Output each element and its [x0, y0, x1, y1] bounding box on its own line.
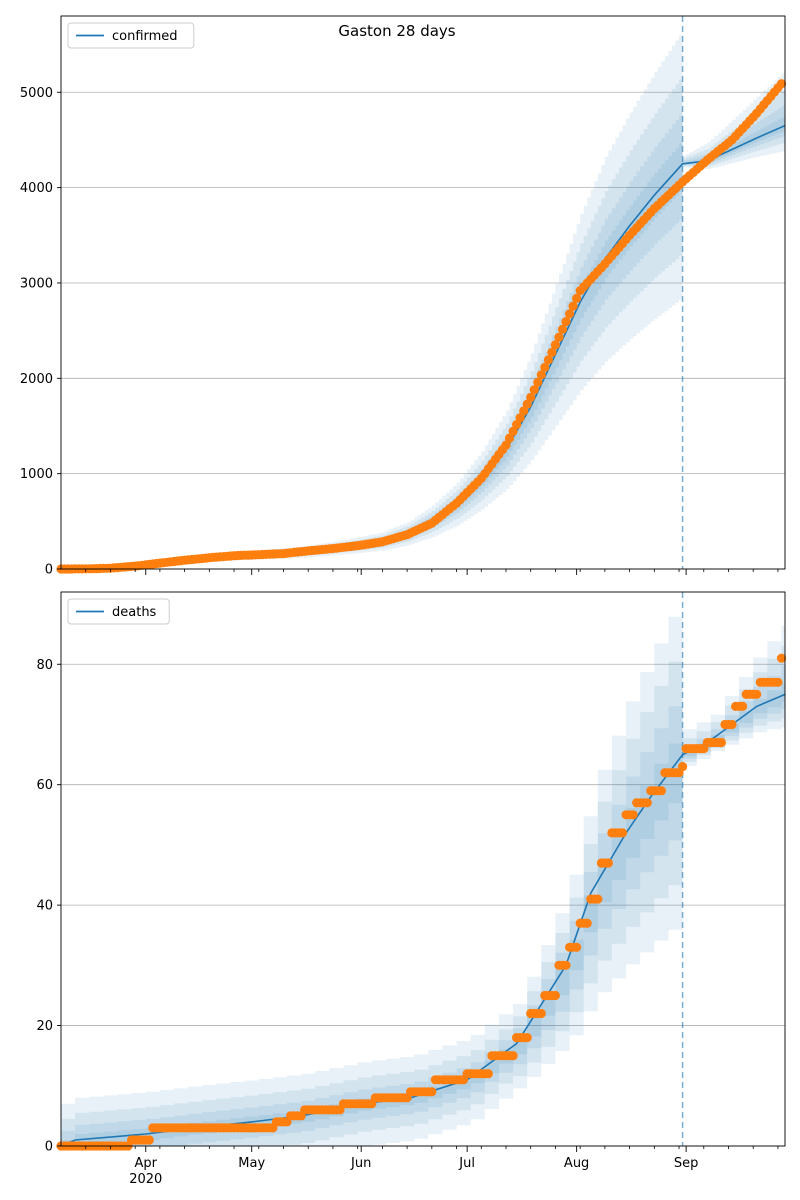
observed-point — [508, 426, 518, 436]
observed-point — [522, 399, 532, 409]
y-tick-label: 5000 — [20, 86, 53, 101]
y-tick-label: 40 — [36, 899, 53, 914]
uncertainty-band — [61, 646, 785, 1146]
legend-box — [67, 22, 195, 49]
observed-point — [572, 293, 582, 303]
observed-points — [56, 653, 787, 1151]
y-tick-label: 0 — [45, 563, 53, 578]
x-tick-label: Sep — [674, 1156, 699, 1171]
observed-point — [572, 942, 582, 952]
observed-point — [776, 79, 787, 89]
observed-point — [540, 362, 550, 372]
y-tick-label: 2000 — [20, 372, 53, 387]
observed-point — [550, 340, 561, 350]
plot-frame — [60, 15, 786, 570]
observed-point — [727, 719, 737, 730]
observed-point — [617, 828, 628, 838]
observed-point — [529, 385, 539, 395]
uncertainty-bands — [61, 616, 785, 1146]
observed-point — [773, 677, 783, 687]
chart-title: Gaston 28 days — [338, 22, 455, 40]
observed-point — [508, 1051, 518, 1061]
y-tick-label: 60 — [36, 778, 53, 793]
observed-point — [738, 701, 748, 712]
observed-point — [427, 1087, 437, 1097]
observed-point — [561, 317, 571, 327]
x-tick-label: Jun — [350, 1156, 371, 1171]
y-tick-label: 1000 — [20, 467, 53, 482]
y-tick-label: 20 — [36, 1019, 53, 1034]
observed-point — [526, 392, 536, 402]
x-year-label: 2020 — [129, 1172, 162, 1187]
legend-label: confirmed — [112, 29, 178, 44]
x-tick-label: Aug — [564, 1156, 589, 1171]
observed-point — [483, 1069, 493, 1079]
uncertainty-band — [61, 35, 785, 569]
x-tick-label: Jul — [458, 1156, 475, 1171]
uncertainty-band — [61, 616, 785, 1146]
x-tick-label: May — [238, 1156, 265, 1171]
observed-point — [519, 406, 529, 416]
x-tick-label: Apr — [135, 1156, 158, 1171]
y-tick-label: 4000 — [20, 181, 53, 196]
observed-points — [56, 79, 787, 574]
legend: confirmed — [67, 22, 195, 49]
observed-point — [511, 420, 522, 430]
observed-point — [716, 737, 727, 748]
observed-point — [554, 332, 564, 342]
uncertainty-band — [61, 79, 785, 569]
deaths-chart: 0 20 40 60 80 Apr May Jun Jul Aug Sep 2020 deaths — [36, 591, 787, 1187]
plot-frame — [60, 591, 786, 1147]
y-tick-label: 80 — [36, 658, 53, 673]
confirmed-chart: 0 1000 2000 3000 4000 5000 confirmed — [20, 15, 787, 578]
legend-box — [67, 598, 170, 625]
observed-point — [522, 1033, 532, 1043]
observed-point — [536, 1008, 546, 1019]
observed-point — [501, 440, 511, 450]
y-tick-label: 0 — [45, 1140, 53, 1155]
observed-point — [593, 894, 603, 904]
uncertainty-bands — [61, 35, 785, 569]
observed-point — [656, 786, 667, 796]
observed-point — [557, 324, 568, 334]
observed-point — [603, 858, 614, 868]
observed-point — [628, 810, 638, 820]
observed-point — [536, 370, 546, 380]
observed-point — [752, 689, 762, 700]
observed-point — [776, 653, 787, 663]
observed-point — [543, 355, 554, 365]
observed-point — [678, 762, 688, 772]
observed-point — [547, 347, 557, 357]
y-tick-label: 3000 — [20, 276, 53, 291]
observed-point — [550, 990, 561, 1001]
observed-point — [515, 413, 525, 423]
legend-label: deaths — [112, 605, 157, 620]
legend: deaths — [67, 598, 170, 625]
observed-point — [565, 309, 575, 319]
observed-point — [504, 433, 515, 443]
observed-point — [533, 377, 543, 387]
observed-point — [642, 798, 652, 808]
observed-point — [144, 1135, 154, 1145]
observed-point — [561, 960, 571, 970]
observed-point — [568, 301, 578, 311]
observed-point — [582, 918, 592, 928]
